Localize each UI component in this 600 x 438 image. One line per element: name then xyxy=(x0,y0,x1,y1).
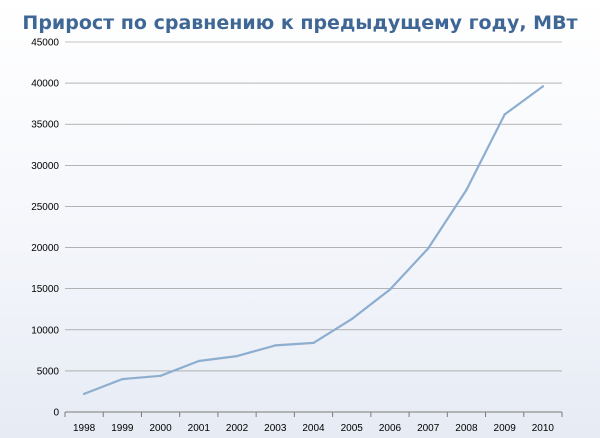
x-tick-label: 2009 xyxy=(494,423,517,434)
x-tick-label: 2007 xyxy=(417,423,440,434)
y-tick-label: 5000 xyxy=(37,366,60,377)
x-tick-label: 2000 xyxy=(149,423,172,434)
data-point xyxy=(82,392,86,396)
y-tick-label: 30000 xyxy=(31,161,59,172)
y-tick-label: 35000 xyxy=(31,120,59,131)
data-point xyxy=(197,359,201,363)
x-axis: 1998 1999 2000 2001 2002 2003 2004 2005 2006 2007… xyxy=(64,411,563,434)
chart-title: Прирост по сравнению к предыдущему году,… xyxy=(22,12,577,34)
data-point xyxy=(503,113,506,116)
data-point xyxy=(274,344,277,347)
data-point xyxy=(465,188,468,192)
y-tick-label: 40000 xyxy=(31,79,59,90)
x-tick-label: 2005 xyxy=(341,423,364,434)
x-tick-label: 2001 xyxy=(188,423,211,434)
x-tick-label: 2006 xyxy=(379,423,402,434)
data-point xyxy=(235,354,239,358)
data-point xyxy=(159,374,162,378)
y-tick-label: 45000 xyxy=(31,38,59,49)
y-tick-label: 25000 xyxy=(31,202,59,213)
x-tick-label: 2010 xyxy=(532,423,555,434)
x-tick-label: 1998 xyxy=(73,423,96,434)
x-tick-label: 2002 xyxy=(226,423,249,434)
data-point xyxy=(312,341,315,345)
x-tick-label: 1999 xyxy=(111,423,134,434)
data-point xyxy=(426,247,430,250)
gridlines xyxy=(65,41,562,372)
data-point xyxy=(350,317,353,321)
series-layer xyxy=(82,85,545,396)
x-tick-label: 2004 xyxy=(302,423,325,434)
y-tick-label: 20000 xyxy=(31,243,59,254)
data-point xyxy=(388,288,392,291)
series-line xyxy=(82,85,545,395)
y-axis-tick-labels: 0 5000 10000 15000 20000 25000 30000 35000 40000… xyxy=(31,38,59,419)
data-point xyxy=(541,85,545,88)
y-tick-label: 15000 xyxy=(31,284,59,295)
y-tick-label: 0 xyxy=(53,408,59,419)
x-tick-label: 2003 xyxy=(264,423,287,434)
y-tick-label: 10000 xyxy=(31,325,59,336)
x-tick-label: 2008 xyxy=(455,423,478,434)
data-point xyxy=(121,377,124,381)
